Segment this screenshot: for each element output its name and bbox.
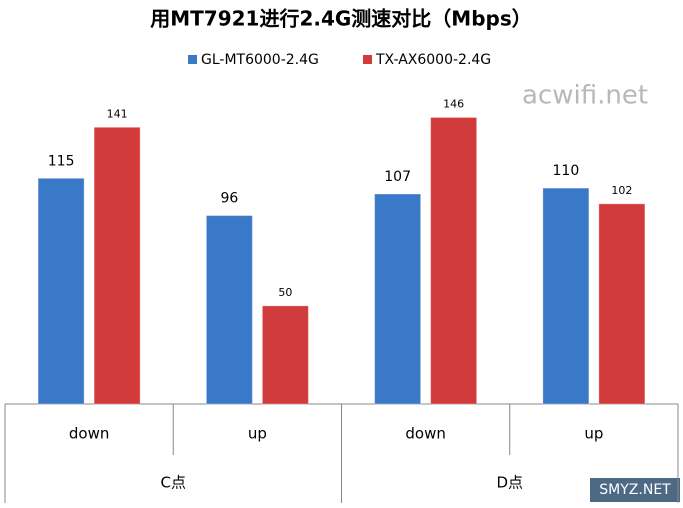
x-tick-label: down	[405, 425, 445, 443]
bar	[430, 116, 478, 405]
bar	[261, 305, 309, 405]
bar	[37, 177, 85, 405]
value-label: 115	[48, 153, 75, 169]
legend-label: TX-AX6000-2.4G	[375, 52, 491, 68]
bar	[598, 203, 646, 405]
x-tick-label: up	[584, 425, 603, 443]
chart-title: 用MT7921进行2.4G测速对比（Mbps）	[150, 7, 532, 31]
legend-swatch	[188, 55, 197, 64]
value-label: 146	[443, 97, 464, 110]
group-label: C点	[161, 474, 186, 492]
bar	[205, 215, 253, 405]
value-label: 102	[611, 184, 632, 197]
value-label: 96	[220, 191, 238, 207]
x-tick-label: down	[69, 425, 109, 443]
legend-label: GL-MT6000-2.4G	[201, 52, 319, 68]
bar	[374, 193, 422, 405]
value-label: 107	[384, 169, 411, 185]
x-tick-label: up	[248, 425, 267, 443]
value-label: 50	[278, 286, 292, 299]
watermark: acwifi.net	[522, 81, 648, 111]
value-label: 110	[553, 163, 580, 179]
bar	[542, 187, 590, 405]
watermark: SMYZ.NET	[599, 482, 671, 498]
legend-swatch	[363, 55, 372, 64]
group-label: D点	[496, 474, 523, 492]
bar	[93, 126, 141, 405]
watermark-badge	[590, 478, 680, 502]
value-label: 141	[107, 107, 128, 120]
